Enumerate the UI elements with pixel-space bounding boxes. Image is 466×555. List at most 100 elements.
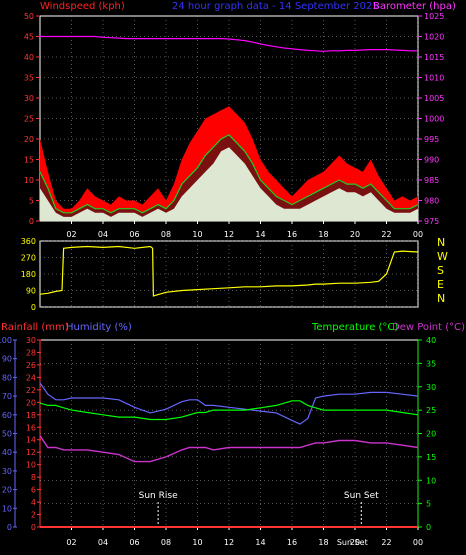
compass-label: S — [437, 264, 444, 277]
rain-tick-label: 6 — [31, 486, 36, 495]
rain-axis-label: Rainfall (mm) — [1, 322, 69, 333]
humidity-tick-label: 50 — [2, 430, 12, 439]
temperature-x-tick-label: 10 — [192, 538, 202, 547]
temperature-line — [39, 400, 419, 421]
baro-tick-label: 990 — [424, 156, 439, 165]
wind-tick-label: 0 — [29, 217, 34, 226]
temperature-axis-ticks: 0 5 10 15 20 25 30 35 40 — [418, 336, 436, 532]
baro-tick-label: 1015 — [424, 53, 444, 62]
wind-x-ticks: 02 04 06 08 10 12 14 16 18 20 22 00 — [66, 221, 423, 239]
humidity-tick-label: 100 — [0, 336, 12, 345]
humidity-axis-label: Humidity (%) — [66, 322, 132, 333]
direction-axis-ticks: 360 270 180 90 0 — [21, 237, 36, 312]
rain-tick-label: 12 — [26, 448, 36, 457]
rain-tick-label: 10 — [26, 461, 36, 470]
wind-tick-label: 35 — [24, 74, 34, 83]
wind-axis-ticks: 0 5 10 15 20 25 30 35 40 45 50 — [24, 12, 40, 226]
humidity-line — [39, 382, 419, 425]
wind-tick-label: 5 — [29, 197, 34, 206]
temperature-x-tick-label: 22 — [381, 538, 391, 547]
temperature-tick-label: 15 — [426, 453, 436, 462]
rain-tick-label: 26 — [26, 361, 36, 370]
humidity-tick-label: 10 — [2, 504, 12, 513]
temperature-axis-label: Temperature (°C) — [311, 322, 398, 333]
humidity-tick-label: 80 — [2, 373, 12, 382]
rain-tick-label: 20 — [26, 398, 36, 407]
direction-tick-label: 270 — [21, 254, 36, 263]
rain-tick-label: 30 — [26, 336, 36, 345]
wind-x-tick-label: 04 — [98, 230, 108, 239]
sunrise-label: Sun Rise — [139, 491, 178, 501]
wind-x-tick-label: 02 — [66, 230, 76, 239]
wind-x-tick-label: 18 — [318, 230, 328, 239]
overlap-sunset-label: Sun Set — [337, 538, 368, 547]
baro-tick-label: 980 — [424, 197, 439, 206]
temperature-x-tick-label: 18 — [318, 538, 328, 547]
humidity-tick-label: 30 — [2, 467, 12, 476]
temperature-x-tick-label: 00 — [413, 538, 423, 547]
baro-tick-label: 1010 — [424, 74, 444, 83]
wind-x-tick-label: 00 — [413, 230, 423, 239]
dewpoint-line — [39, 435, 419, 463]
temperature-tick-label: 0 — [426, 523, 431, 532]
wind-x-tick-label: 06 — [129, 230, 139, 239]
baro-tick-label: 975 — [424, 217, 439, 226]
rain-tick-label: 22 — [26, 386, 36, 395]
rain-tick-label: 2 — [31, 511, 36, 520]
temperature-tick-label: 5 — [426, 500, 431, 509]
humidity-tick-label: 40 — [2, 448, 12, 457]
baro-tick-label: 1020 — [424, 33, 444, 42]
temperature-x-tick-label: 02 — [66, 538, 76, 547]
temperature-x-tick-label: 12 — [224, 538, 234, 547]
direction-tick-label: 0 — [31, 303, 36, 312]
wind-tick-label: 20 — [24, 135, 34, 144]
baro-tick-label: 985 — [424, 176, 439, 185]
wind-tick-label: 25 — [24, 115, 34, 124]
humidity-axis-ticks: 0 10 20 30 40 50 60 70 80 90 100 — [0, 336, 17, 532]
humidity-tick-label: 60 — [2, 411, 12, 420]
wind-direction-line — [39, 245, 419, 297]
direction-tick-label: 180 — [21, 270, 36, 279]
chart-title: 24 hour graph data - 14 September 2025 — [172, 1, 379, 12]
wind-x-tick-label: 22 — [381, 230, 391, 239]
wind-x-tick-label: 20 — [350, 230, 360, 239]
rain-tick-label: 8 — [31, 473, 36, 482]
humidity-tick-label: 90 — [2, 355, 12, 364]
rain-tick-label: 18 — [26, 411, 36, 420]
wind-tick-label: 40 — [24, 53, 34, 62]
temperature-x-tick-label: 06 — [129, 538, 139, 547]
wind-x-tick-label: 10 — [192, 230, 202, 239]
baro-tick-label: 1025 — [424, 12, 444, 21]
wind-x-tick-label: 14 — [255, 230, 265, 239]
wind-tick-label: 30 — [24, 94, 34, 103]
direction-tick-label: 90 — [26, 287, 36, 296]
baro-tick-label: 1005 — [424, 94, 444, 103]
wind-barometer-panel: Windspeed (kph) 24 hour graph data - 14 … — [24, 1, 456, 239]
temperature-tick-label: 25 — [426, 406, 436, 415]
temperature-x-tick-label: 08 — [161, 538, 171, 547]
wind-x-tick-label: 08 — [161, 230, 171, 239]
temperature-x-tick-label: 20 — [350, 538, 360, 547]
barometer-line — [40, 35, 418, 52]
wind-average-line — [39, 134, 419, 214]
wind-tick-label: 10 — [24, 176, 34, 185]
dewpoint-axis-label: Dew Point (°C) — [392, 322, 465, 333]
humidity-tick-label: 0 — [7, 523, 12, 532]
compass-label: N — [437, 236, 445, 249]
temperature-tick-label: 40 — [426, 336, 436, 345]
wind-speed-area — [40, 147, 418, 221]
baro-tick-label: 995 — [424, 135, 439, 144]
rain-tick-label: 28 — [26, 348, 36, 357]
wind-tick-label: 45 — [24, 33, 34, 42]
baro-tick-label: 1000 — [424, 115, 444, 124]
temperature-x-tick-label: 14 — [255, 538, 265, 547]
compass-label: W — [437, 250, 448, 263]
rain-tick-label: 16 — [26, 423, 36, 432]
wind-tick-label: 15 — [24, 156, 34, 165]
wind-x-tick-label: 12 — [224, 230, 234, 239]
temperature-tick-label: 35 — [426, 359, 436, 368]
